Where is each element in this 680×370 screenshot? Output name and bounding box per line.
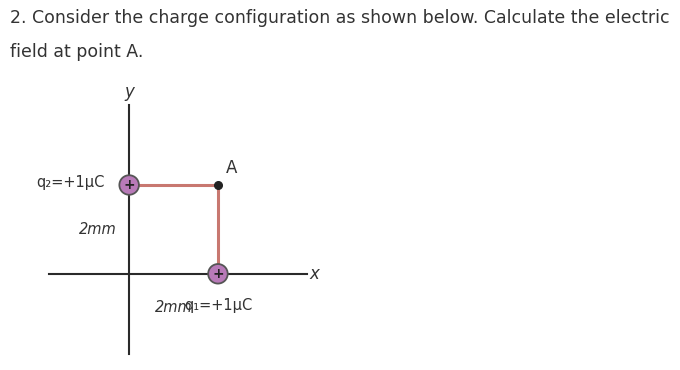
Circle shape bbox=[120, 175, 139, 195]
Text: A: A bbox=[226, 159, 237, 177]
Text: field at point A.: field at point A. bbox=[10, 43, 143, 61]
Text: +: + bbox=[123, 178, 135, 192]
Text: 2. Consider the charge configuration as shown below. Calculate the electric: 2. Consider the charge configuration as … bbox=[10, 9, 670, 27]
Circle shape bbox=[208, 264, 228, 283]
Text: q₂=+1μC: q₂=+1μC bbox=[36, 175, 104, 190]
Text: y: y bbox=[124, 83, 134, 101]
Text: +: + bbox=[212, 267, 224, 281]
Text: q₁=+1μC: q₁=+1μC bbox=[184, 298, 252, 313]
Text: 2mm: 2mm bbox=[79, 222, 117, 237]
Text: 2mm: 2mm bbox=[154, 300, 192, 316]
Text: x: x bbox=[309, 265, 319, 283]
